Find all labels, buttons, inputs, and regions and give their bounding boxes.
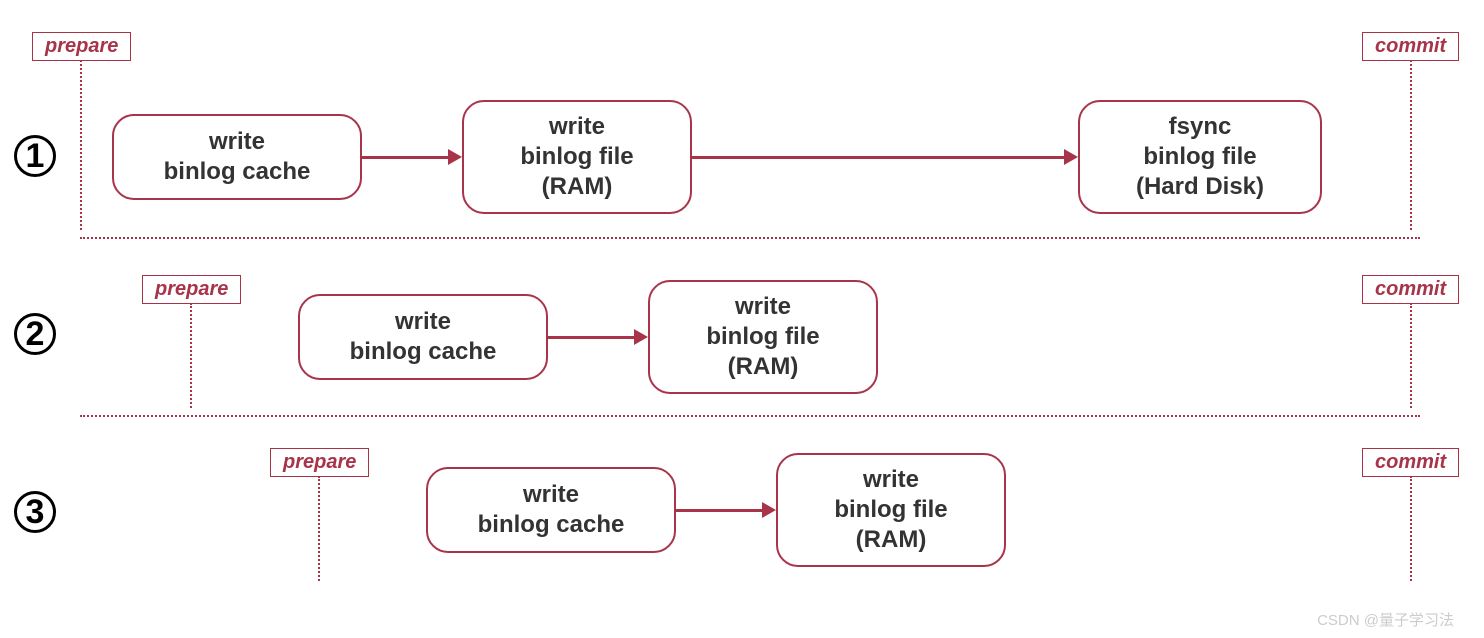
node-text-line: write bbox=[863, 465, 919, 495]
commit-vline bbox=[1410, 303, 1412, 408]
arrow-head-icon bbox=[634, 329, 648, 345]
diagram-container: 1preparecommitwritebinlog cachewritebinl… bbox=[0, 0, 1484, 638]
row-divider bbox=[80, 237, 1420, 239]
row-number-3: 3 bbox=[14, 491, 56, 533]
node-text-line: write bbox=[523, 480, 579, 510]
commit-vline bbox=[1410, 60, 1412, 230]
node-text-line: (RAM) bbox=[856, 525, 927, 555]
node-text-line: binlog file bbox=[834, 495, 947, 525]
prepare-vline bbox=[318, 476, 320, 581]
prepare-vline bbox=[190, 303, 192, 408]
flow-node: fsyncbinlog file(Hard Disk) bbox=[1078, 100, 1322, 214]
commit-tag: commit bbox=[1362, 32, 1459, 61]
arrow-line bbox=[362, 156, 448, 159]
node-text-line: write bbox=[549, 112, 605, 142]
watermark: CSDN @量子学习法 bbox=[1317, 609, 1454, 630]
commit-tag: commit bbox=[1362, 448, 1459, 477]
arrow-line bbox=[548, 336, 634, 339]
node-text-line: (Hard Disk) bbox=[1136, 172, 1264, 202]
flow-node: writebinlog cache bbox=[112, 114, 362, 200]
node-text-line: binlog cache bbox=[164, 157, 311, 187]
node-text-line: binlog file bbox=[1143, 142, 1256, 172]
row-divider bbox=[80, 415, 1420, 417]
node-text-line: (RAM) bbox=[542, 172, 613, 202]
arrow-head-icon bbox=[762, 502, 776, 518]
commit-tag: commit bbox=[1362, 275, 1459, 304]
flow-node: writebinlog cache bbox=[426, 467, 676, 553]
flow-node: writebinlog file(RAM) bbox=[462, 100, 692, 214]
prepare-tag: prepare bbox=[32, 32, 131, 61]
commit-vline bbox=[1410, 476, 1412, 581]
arrow-line bbox=[692, 156, 1064, 159]
row-number-2: 2 bbox=[14, 313, 56, 355]
node-text-line: write bbox=[395, 307, 451, 337]
prepare-tag: prepare bbox=[142, 275, 241, 304]
row-number-1: 1 bbox=[14, 135, 56, 177]
flow-node: writebinlog file(RAM) bbox=[776, 453, 1006, 567]
row-number-label: 3 bbox=[14, 491, 56, 533]
arrow-head-icon bbox=[1064, 149, 1078, 165]
node-text-line: binlog cache bbox=[478, 510, 625, 540]
node-text-line: write bbox=[209, 127, 265, 157]
node-text-line: fsync bbox=[1169, 112, 1232, 142]
node-text-line: write bbox=[735, 292, 791, 322]
row-number-label: 1 bbox=[14, 135, 56, 177]
row-number-label: 2 bbox=[14, 313, 56, 355]
prepare-vline bbox=[80, 60, 82, 230]
node-text-line: binlog cache bbox=[350, 337, 497, 367]
flow-node: writebinlog file(RAM) bbox=[648, 280, 878, 394]
prepare-tag: prepare bbox=[270, 448, 369, 477]
node-text-line: (RAM) bbox=[728, 352, 799, 382]
arrow-line bbox=[676, 509, 762, 512]
flow-node: writebinlog cache bbox=[298, 294, 548, 380]
node-text-line: binlog file bbox=[706, 322, 819, 352]
node-text-line: binlog file bbox=[520, 142, 633, 172]
arrow-head-icon bbox=[448, 149, 462, 165]
